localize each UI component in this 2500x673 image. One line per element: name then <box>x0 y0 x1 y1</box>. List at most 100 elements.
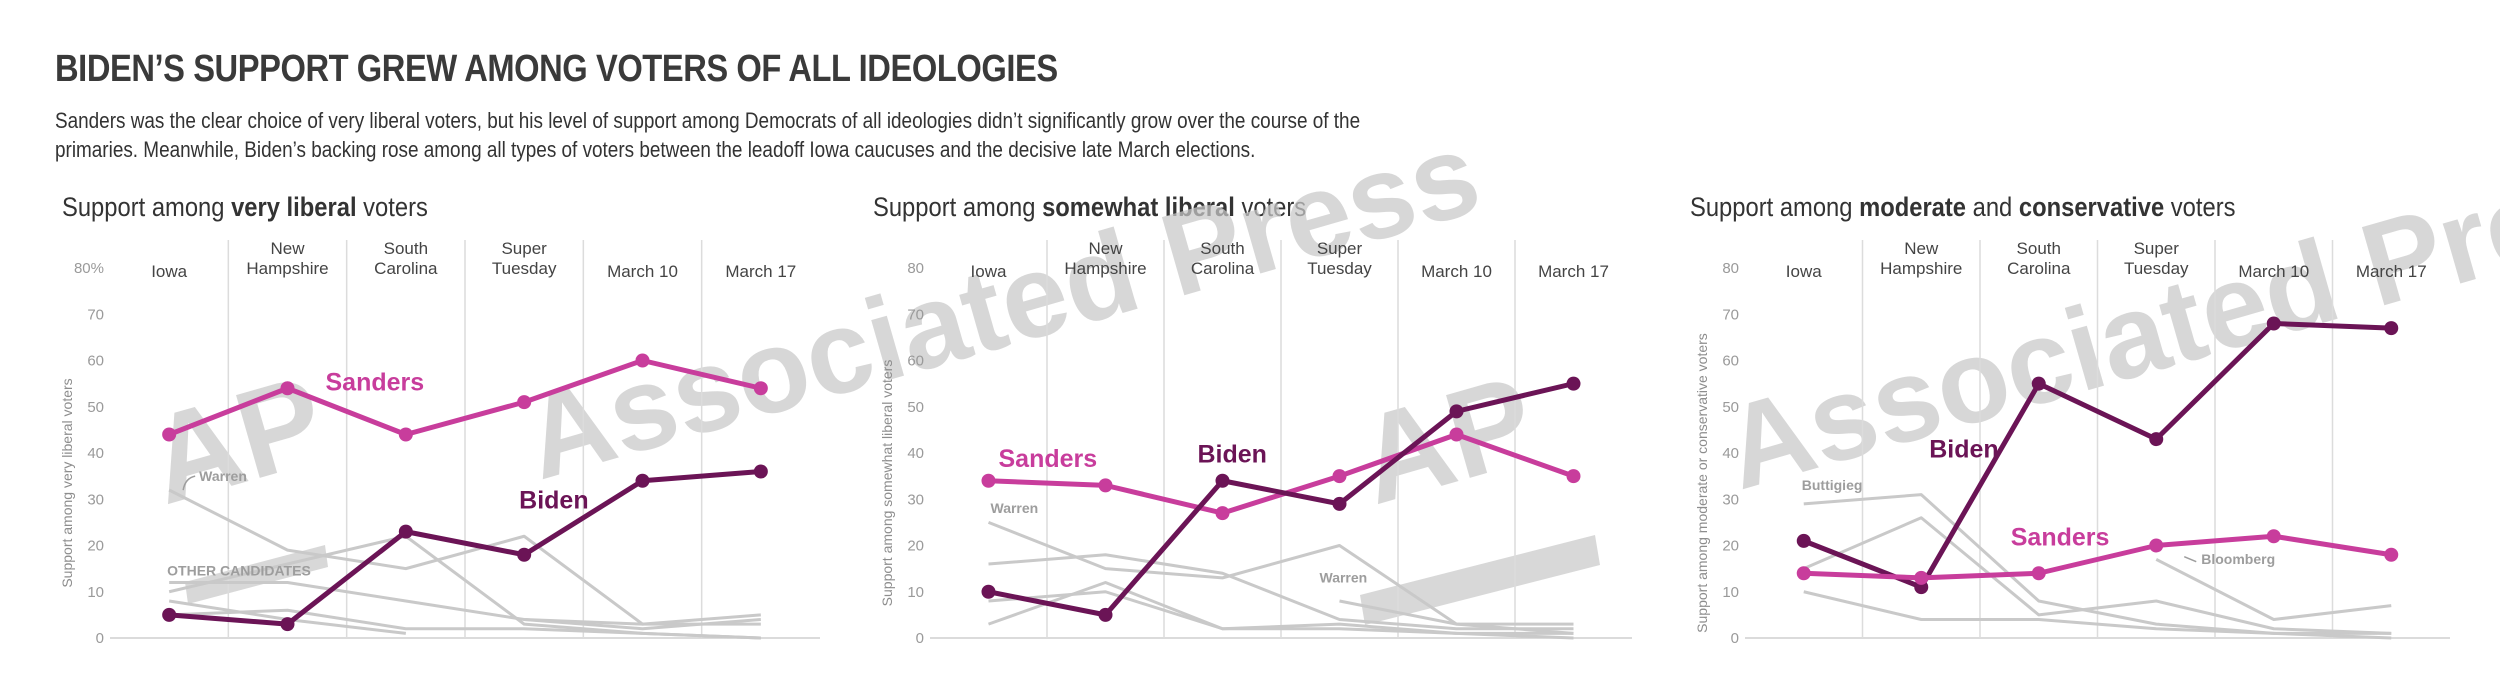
y-tick-label: 0 <box>1731 630 1739 647</box>
column-header: Hampshire <box>1880 259 1962 278</box>
column-header: Tuesday <box>1307 259 1372 278</box>
y-tick-label: 80% <box>74 260 104 277</box>
column-header: Hampshire <box>1064 259 1146 278</box>
column-header: New <box>1088 239 1123 258</box>
panel-title-moderate-conservative: Support among moderate and conservative … <box>1690 192 2236 222</box>
y-tick-label: 60 <box>907 353 924 370</box>
y-tick-label: 70 <box>1722 306 1739 323</box>
y-tick-label: 10 <box>87 584 104 601</box>
biden-point <box>398 524 413 539</box>
y-tick-label: 20 <box>1722 538 1739 555</box>
biden-point <box>1796 533 1811 548</box>
y-tick-label: 0 <box>96 630 104 647</box>
column-header: Hampshire <box>246 259 328 278</box>
other-candidate-line <box>987 581 1574 640</box>
other-candidate-line <box>1803 516 2392 635</box>
series-label-biden: Biden <box>1929 436 1998 464</box>
y-tick-label: 50 <box>87 399 104 416</box>
column-header: Iowa <box>151 262 187 281</box>
other-candidate-line <box>2155 558 2392 621</box>
column-header: Tuesday <box>2124 259 2189 278</box>
sanders-point <box>1914 570 1929 585</box>
sanders-point <box>981 473 996 488</box>
column-header: South <box>2017 239 2061 258</box>
y-tick-label: 20 <box>907 538 924 555</box>
other-candidate-line <box>168 488 761 626</box>
panel-title-very-liberal: Support among very liberal voters <box>62 192 428 222</box>
sanders-point <box>398 427 413 442</box>
column-header: Super <box>501 239 547 258</box>
column-header: Super <box>1317 239 1363 258</box>
biden-point <box>2266 316 2281 331</box>
series-label-sanders: Sanders <box>326 368 425 396</box>
y-tick-label: 30 <box>907 491 924 508</box>
biden-point <box>162 607 177 622</box>
sanders-line <box>168 358 762 437</box>
y-tick-label: 30 <box>1722 491 1739 508</box>
chart-title: BIDEN’S SUPPORT GREW AMONG VOTERS OF ALL… <box>55 48 1058 90</box>
sanders-point <box>2384 547 2399 562</box>
biden-point <box>1332 496 1347 511</box>
y-tick-label: 30 <box>87 491 104 508</box>
column-header: March 17 <box>2356 262 2427 281</box>
biden-point <box>981 584 996 599</box>
column-header: New <box>270 239 305 258</box>
panel-title-somewhat-liberal: Support among somewhat liberal voters <box>873 192 1307 222</box>
other-candidate-line <box>169 608 761 640</box>
column-header: South <box>384 239 428 258</box>
biden-point <box>1098 607 1113 622</box>
y-tick-label: 50 <box>907 399 924 416</box>
biden-point <box>753 464 768 479</box>
biden-point <box>1449 404 1464 419</box>
annotation-warren: Warren <box>199 468 247 484</box>
column-header: Carolina <box>1191 259 1255 278</box>
biden-point <box>635 473 650 488</box>
column-header: March 17 <box>725 262 796 281</box>
chart-description: Sanders was the clear choice of very lib… <box>55 108 1361 162</box>
other-candidate-line <box>988 553 1574 631</box>
sanders-point <box>1098 478 1113 493</box>
y-tick-label: 60 <box>87 353 104 370</box>
y-tick-label: 20 <box>87 538 104 555</box>
y-tick-label: 80 <box>1722 260 1739 277</box>
biden-line <box>988 381 1575 618</box>
sanders-point <box>280 381 295 396</box>
other-candidate-line <box>524 618 761 626</box>
other-candidate-line <box>1803 590 2392 640</box>
series-label-biden: Biden <box>519 487 588 515</box>
sanders-point <box>1566 469 1581 484</box>
sanders-point <box>1796 566 1811 581</box>
sanders-point <box>162 427 177 442</box>
watermark-logo-1: AP <box>134 349 339 530</box>
biden-point <box>2149 432 2164 447</box>
column-header: March 10 <box>1421 262 1492 281</box>
biden-point <box>517 547 532 562</box>
series-label-sanders: Sanders <box>2011 524 2110 552</box>
column-header: South <box>1200 239 1244 258</box>
sanders-point <box>2031 566 2046 581</box>
column-header: March 10 <box>2238 262 2309 281</box>
column-header: Carolina <box>374 259 438 278</box>
sanders-line <box>1803 533 2392 581</box>
annotation-buttigieg: Buttigieg <box>1802 477 1863 493</box>
biden-point <box>280 617 295 632</box>
column-header: Tuesday <box>492 259 557 278</box>
column-header: Carolina <box>2007 259 2071 278</box>
column-header: March 10 <box>607 262 678 281</box>
y-tick-label: 40 <box>87 445 104 462</box>
column-header: Iowa <box>1786 262 1822 281</box>
y-tick-label: 10 <box>1722 584 1739 601</box>
other-candidate-line <box>1339 599 1574 635</box>
y-tick-label: 50 <box>1722 399 1739 416</box>
y-tick-label: 10 <box>907 584 924 601</box>
column-header: New <box>1904 239 1939 258</box>
sanders-point <box>753 381 768 396</box>
biden-point <box>2384 321 2399 336</box>
biden-point <box>2031 376 2046 391</box>
biden-point <box>1566 376 1581 391</box>
y-tick-label: 70 <box>87 306 104 323</box>
sanders-point <box>2149 538 2164 553</box>
